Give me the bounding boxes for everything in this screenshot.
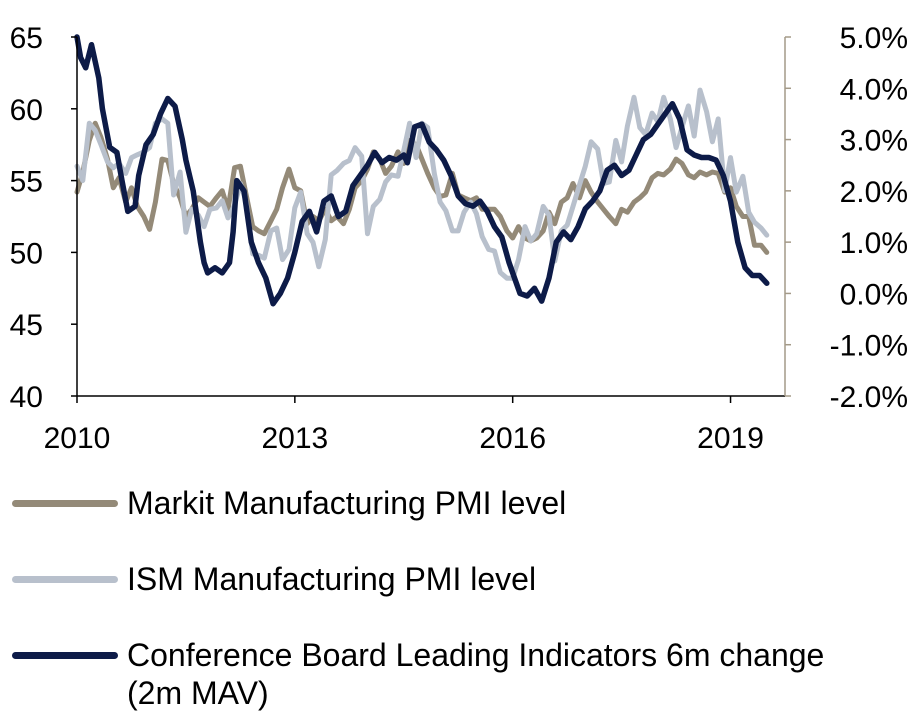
legend-swatch-markit xyxy=(12,500,118,507)
legend-label-conference-board: Conference Board Leading Indicators 6m c… xyxy=(127,637,825,711)
right-tick-label-1: 4.0% xyxy=(840,73,908,106)
left-tick-label-1: 60 xyxy=(10,94,43,127)
x-tick-label-1: 2013 xyxy=(261,422,328,455)
left-tick-label-3: 50 xyxy=(10,237,43,270)
legend-item-conference-board: Conference Board Leading Indicators 6m c… xyxy=(0,622,915,711)
legend: Markit Manufacturing PMI level ISM Manuf… xyxy=(0,470,915,711)
legend-item-ism: ISM Manufacturing PMI level xyxy=(0,546,915,610)
left-tick-label-2: 55 xyxy=(10,166,43,199)
axes xyxy=(76,37,786,397)
left-tick-label-4: 45 xyxy=(10,309,43,342)
x-tick-label-3: 2019 xyxy=(697,422,764,455)
line-chart: 65 60 55 50 45 40 5.0% 4.0% 3.0% 2.0% 1.0% 0.0% -1.… xyxy=(10,22,908,455)
left-y-ticks: 65 60 55 50 45 40 xyxy=(10,22,77,414)
right-y-ticks: 5.0% 4.0% 3.0% 2.0% 1.0% 0.0% -1.0% -2.0% xyxy=(785,22,908,414)
x-tick-label-2: 2016 xyxy=(479,422,546,455)
x-ticks: 2010 2013 2016 2019 xyxy=(44,396,764,455)
left-tick-label-0: 65 xyxy=(10,22,43,55)
legend-item-markit: Markit Manufacturing PMI level xyxy=(0,470,915,534)
right-tick-label-4: 1.0% xyxy=(840,227,908,260)
right-tick-label-2: 3.0% xyxy=(840,125,908,158)
right-tick-label-6: -1.0% xyxy=(830,330,908,363)
series-line-2 xyxy=(74,34,770,307)
legend-label-markit: Markit Manufacturing PMI level xyxy=(127,485,567,521)
plot-lines xyxy=(74,34,770,307)
right-tick-label-0: 5.0% xyxy=(840,22,908,55)
legend-swatch-ism xyxy=(12,576,118,583)
x-tick-label-0: 2010 xyxy=(44,422,111,455)
right-tick-label-7: -2.0% xyxy=(830,381,908,414)
left-tick-label-5: 40 xyxy=(10,381,43,414)
legend-swatch-conference-board xyxy=(12,652,118,659)
right-tick-label-3: 2.0% xyxy=(840,176,908,209)
right-tick-label-5: 0.0% xyxy=(840,278,908,311)
legend-label-ism: ISM Manufacturing PMI level xyxy=(127,561,537,597)
